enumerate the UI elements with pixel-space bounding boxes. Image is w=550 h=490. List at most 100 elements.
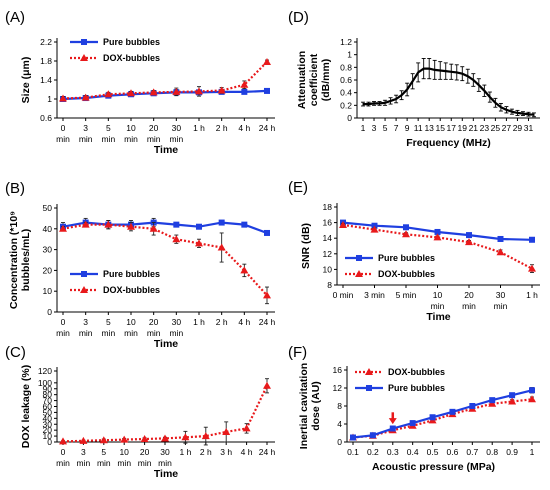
x-tick-label: min [79, 134, 93, 144]
x-tick-label: 2 h [200, 447, 212, 457]
y-tick-label: 8 [327, 280, 332, 290]
y-tick-label: 10 [43, 431, 53, 441]
x-axis-title: Time [154, 144, 178, 156]
y-tick-label: 40 [43, 224, 53, 234]
x-tick-label: 1 [530, 447, 535, 457]
x-tick-label: 1 [361, 123, 366, 133]
panel-label: (F) [288, 344, 307, 361]
x-tick-label: 20 [149, 317, 159, 327]
x-tick-label: min [124, 328, 138, 338]
x-tick-label: 27 [502, 123, 512, 133]
x-tick-label: min [431, 301, 445, 311]
x-axis-title: Frequency (MHz) [406, 137, 491, 149]
x-axis-title: Acoustic pressure (MPa) [372, 461, 495, 473]
x-tick-label: 4 h [241, 447, 253, 457]
panel-label: (A) [5, 9, 25, 26]
y-tick-label: 0 [47, 307, 52, 317]
y-tick-label: 20 [43, 265, 53, 275]
data-point [59, 224, 67, 232]
x-tick-label: 29 [513, 123, 523, 133]
series-data [59, 378, 271, 446]
legend: Pure bubbles DOX-bubbles [345, 253, 435, 279]
series-data [361, 58, 536, 118]
y-tick-label: 0.2 [340, 100, 352, 110]
x-tick-label: min [101, 328, 115, 338]
data-point [104, 220, 113, 228]
legend-label: DOX-bubbles [388, 367, 445, 377]
panel-label: (B) [5, 180, 25, 197]
x-tick-label: 0.5 [427, 447, 439, 457]
data-point [217, 86, 226, 94]
y-tick-label: 1.2 [340, 37, 352, 47]
data-point [529, 387, 535, 394]
y-tick-label: 0.4 [340, 88, 352, 98]
legend-marker [355, 270, 363, 277]
x-tick-label: 0.2 [367, 447, 379, 457]
legend-label: DOX-bubbles [103, 285, 160, 295]
data-point [173, 221, 180, 228]
data-point [195, 87, 203, 95]
x-tick-label: 0 [61, 123, 66, 133]
x-tick-label: 3 [372, 123, 377, 133]
data-point [509, 392, 516, 399]
y-tick-label: 18 [323, 202, 333, 212]
y-tick-label: 14 [323, 233, 333, 243]
y-tick-label: 1.8 [40, 56, 52, 66]
legend-marker [81, 271, 87, 277]
legend-marker [365, 368, 373, 375]
y-tick-label: 80 [43, 390, 53, 400]
data-point [149, 224, 158, 232]
x-tick-label: min [169, 134, 183, 144]
y-tick-label: 0 [47, 437, 52, 447]
y-tick-label: 1 [347, 50, 352, 60]
data-point [402, 230, 410, 238]
panel-d: (D)00.20.40.60.811.21 3 5 7 9 11 13 15 17 19 21 23 2… [288, 9, 540, 149]
data-point [497, 235, 504, 242]
legend-label: Pure bubbles [378, 253, 435, 263]
x-tick-label: 24 h [259, 317, 276, 327]
x-tick-label: 0 [61, 317, 66, 327]
data-point [469, 403, 476, 409]
y-tick-label: 10 [323, 264, 333, 274]
x-tick-label: 24 h [259, 123, 276, 133]
y-tick-label: 0.6 [340, 75, 352, 85]
legend: Pure bubbles DOX-bubbles [70, 37, 160, 63]
x-tick-label: 19 [458, 123, 468, 133]
x-tick-label: 10 [126, 317, 136, 327]
data-point [449, 408, 456, 415]
series-dox-bubbles [339, 220, 536, 273]
x-tick-label: 0.6 [447, 447, 459, 457]
x-tick-label: 20 [149, 123, 159, 133]
x-tick-label: 2 h [216, 123, 228, 133]
x-tick-label: 30 [172, 317, 182, 327]
y-tick-label: 50 [43, 203, 53, 213]
y-axis-title: dose (AU) [310, 381, 322, 431]
x-tick-label: 1 h [179, 447, 191, 457]
data-point [528, 264, 536, 272]
x-tick-label: 0.4 [407, 447, 419, 457]
data-point [369, 432, 376, 439]
y-tick-label: 12 [333, 383, 343, 393]
data-point [240, 266, 249, 274]
x-tick-label: 5 [383, 123, 388, 133]
x-tick-label: min [117, 458, 131, 468]
data-point [339, 220, 347, 228]
y-tick-label: 70 [43, 396, 53, 406]
data-point [350, 434, 356, 441]
x-tick-label: 30 [160, 447, 170, 457]
panel-f: (F) 0 4 8 12 16 0.1 0.2 0.3 0.4 0.5 0.6 0.7 0.8 0.9 1 Ac… [288, 344, 540, 473]
x-tick-label: 31 [524, 123, 534, 133]
legend-marker [366, 385, 372, 391]
data-point [263, 57, 271, 65]
y-tick-label: 100 [38, 378, 52, 388]
y-tick-label: 16 [323, 218, 333, 228]
x-tick-label: min [169, 328, 183, 338]
series-pure-bubbles [60, 217, 270, 236]
data-point [201, 432, 210, 440]
data-point [149, 88, 158, 96]
data-point [264, 87, 270, 94]
legend-marker [80, 54, 88, 61]
data-point [218, 219, 225, 226]
data-point [488, 399, 497, 407]
